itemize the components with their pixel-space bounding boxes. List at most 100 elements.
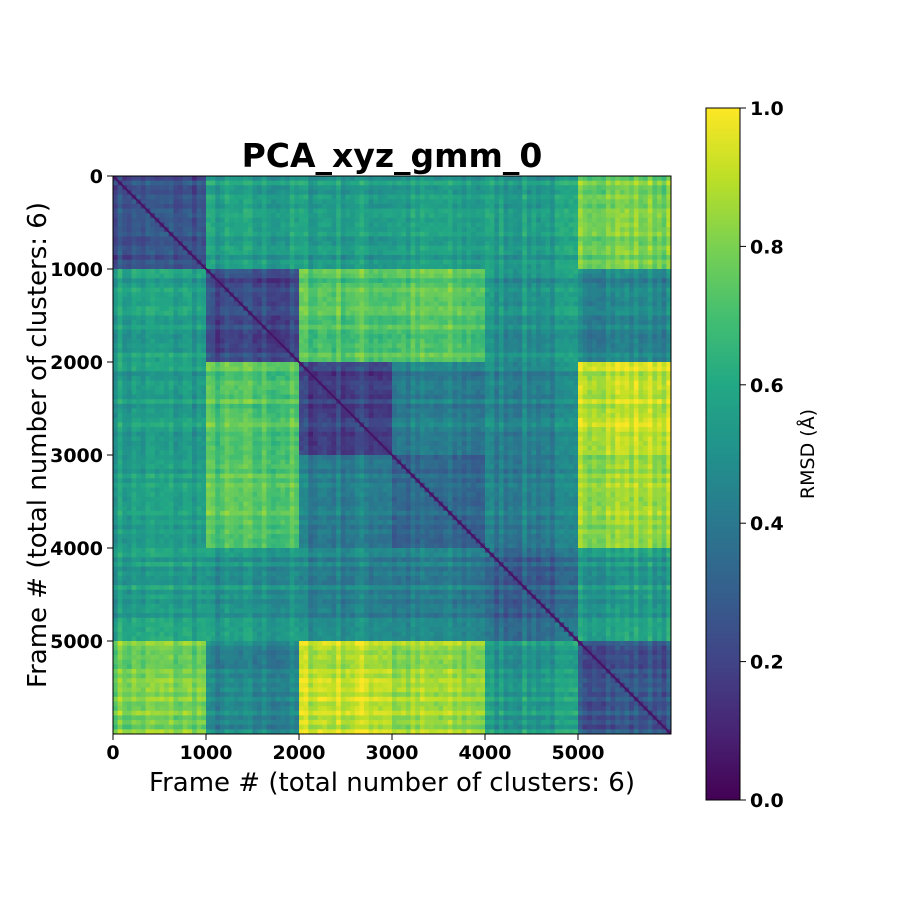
heatmap-cell bbox=[145, 720, 151, 726]
heatmap-cell bbox=[247, 199, 254, 205]
heatmap-cell bbox=[122, 645, 128, 651]
heatmap-cell bbox=[192, 534, 198, 540]
heatmap-cell bbox=[247, 278, 254, 284]
heatmap-cell bbox=[206, 431, 212, 437]
heatmap-cell bbox=[136, 241, 142, 247]
heatmap-cell bbox=[657, 208, 663, 214]
heatmap-cell bbox=[522, 273, 528, 279]
heatmap-cell bbox=[145, 292, 151, 298]
heatmap-cell bbox=[178, 403, 184, 410]
heatmap-cell bbox=[605, 189, 612, 196]
heatmap-cell bbox=[140, 273, 147, 279]
heatmap-cell bbox=[331, 264, 337, 270]
heatmap-cell bbox=[117, 366, 123, 372]
heatmap-cell bbox=[354, 189, 361, 196]
heatmap-cell bbox=[210, 366, 216, 372]
heatmap-cell bbox=[126, 520, 133, 526]
heatmap-cell bbox=[117, 380, 123, 386]
heatmap-cell bbox=[215, 543, 221, 549]
heatmap-cell bbox=[447, 208, 454, 214]
heatmap-cell bbox=[517, 241, 523, 247]
heatmap-cell bbox=[206, 278, 212, 284]
heatmap-cell bbox=[145, 394, 151, 400]
heatmap-cell bbox=[336, 222, 342, 228]
heatmap-cell bbox=[159, 403, 165, 410]
heatmap-cell bbox=[545, 189, 551, 196]
heatmap-cell bbox=[247, 259, 254, 265]
heatmap-cell bbox=[457, 259, 463, 265]
heatmap-cell bbox=[382, 264, 388, 270]
heatmap-cell bbox=[275, 236, 281, 242]
heatmap-cell bbox=[252, 245, 258, 251]
heatmap-cell bbox=[415, 255, 421, 261]
heatmap-cell bbox=[187, 176, 193, 182]
heatmap-cell bbox=[140, 329, 147, 335]
heatmap-cell bbox=[140, 180, 147, 186]
heatmap-cell bbox=[471, 264, 477, 270]
heatmap-cell bbox=[136, 664, 142, 670]
heatmap-cell bbox=[424, 189, 430, 196]
heatmap-cell bbox=[540, 199, 547, 205]
heatmap-cell bbox=[452, 231, 458, 238]
heatmap-cell bbox=[657, 269, 663, 275]
heatmap-cell bbox=[536, 185, 542, 191]
heatmap-cell bbox=[215, 696, 221, 703]
heatmap-cell bbox=[140, 301, 147, 307]
heatmap-cell bbox=[126, 682, 133, 689]
heatmap-cell bbox=[554, 264, 560, 270]
heatmap-cell bbox=[215, 180, 221, 186]
heatmap-cell bbox=[168, 720, 175, 726]
heatmap-cell bbox=[196, 575, 202, 582]
heatmap-cell bbox=[113, 720, 119, 726]
heatmap-cell bbox=[136, 250, 142, 256]
heatmap-cell bbox=[145, 231, 151, 238]
heatmap-cell bbox=[485, 227, 491, 233]
heatmap-cell bbox=[196, 464, 202, 470]
heatmap-cell bbox=[522, 189, 528, 196]
heatmap-cell bbox=[145, 227, 151, 233]
heatmap-cell bbox=[285, 180, 291, 186]
heatmap-cell bbox=[150, 269, 156, 275]
heatmap-cell bbox=[243, 259, 249, 265]
heatmap-cell bbox=[382, 236, 388, 242]
heatmap-cell bbox=[117, 464, 123, 470]
heatmap-cell bbox=[485, 222, 491, 228]
heatmap-cell bbox=[433, 264, 440, 270]
heatmap-cell bbox=[512, 245, 519, 251]
heatmap-cell bbox=[206, 436, 212, 442]
heatmap-cell bbox=[206, 729, 212, 734]
heatmap-cell bbox=[164, 399, 170, 405]
heatmap-cell bbox=[122, 566, 128, 572]
heatmap-cell bbox=[564, 269, 570, 275]
heatmap-cell bbox=[494, 269, 500, 275]
heatmap-cell bbox=[480, 176, 486, 182]
heatmap-cell bbox=[419, 180, 426, 186]
heatmap-cell bbox=[582, 180, 588, 186]
heatmap-cell bbox=[392, 255, 398, 261]
heatmap-cell bbox=[187, 594, 193, 600]
heatmap-cell bbox=[312, 194, 319, 200]
heatmap-cell bbox=[168, 217, 175, 224]
heatmap-cell bbox=[405, 269, 412, 275]
heatmap-cell bbox=[564, 259, 570, 265]
heatmap-cell bbox=[196, 636, 202, 642]
heatmap-cell bbox=[582, 203, 588, 210]
heatmap-cell bbox=[154, 464, 161, 470]
heatmap-cell bbox=[299, 189, 305, 196]
heatmap-cell bbox=[447, 278, 454, 284]
heatmap-cell bbox=[140, 543, 147, 549]
heatmap-cell bbox=[526, 241, 533, 247]
heatmap-cell bbox=[131, 524, 137, 530]
heatmap-cell bbox=[201, 534, 207, 540]
heatmap-cell bbox=[289, 269, 295, 275]
heatmap-cell bbox=[457, 236, 463, 242]
heatmap-cell bbox=[447, 236, 454, 242]
heatmap-cell bbox=[173, 231, 179, 238]
heatmap-cell bbox=[508, 250, 514, 256]
heatmap-cell bbox=[252, 185, 258, 191]
heatmap-cell bbox=[159, 371, 165, 377]
heatmap-cell bbox=[173, 622, 179, 628]
heatmap-cell bbox=[168, 487, 175, 493]
heatmap-cell bbox=[117, 436, 123, 442]
heatmap-cell bbox=[210, 692, 216, 698]
